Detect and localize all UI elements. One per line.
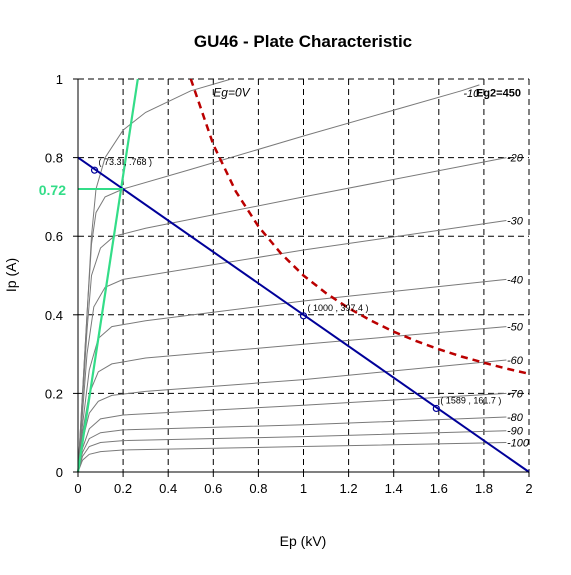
y-axis-label: Ip (A) xyxy=(3,258,19,292)
y-tick-label: 0.6 xyxy=(45,229,63,244)
grid-voltage-curve xyxy=(77,326,507,473)
grid-voltage-label: -80 xyxy=(507,412,524,424)
x-tick-label: 1.4 xyxy=(385,481,403,496)
x-tick-label: 2 xyxy=(525,481,532,496)
chart-title: GU46 - Plate Characteristic xyxy=(194,32,412,51)
load-line xyxy=(77,156,530,473)
grid-voltage-label: -10 xyxy=(463,88,480,100)
y-tick-label: 0.8 xyxy=(45,151,63,166)
x-tick-label: 0.8 xyxy=(249,481,267,496)
operating-point-marker xyxy=(432,404,440,413)
grid-voltage-label: -90 xyxy=(507,426,524,438)
x-tick-label: 0.2 xyxy=(114,481,132,496)
grid-voltage-label: -30 xyxy=(507,215,524,227)
labels-layer: 0.72 ( 73.3 , .768 ) ( 1000 , 397.4 ) ( 158… xyxy=(39,72,533,496)
grid-voltage-label: -20 xyxy=(507,153,524,165)
grid-layer xyxy=(78,78,530,472)
grid-voltage-curve xyxy=(77,442,507,473)
x-tick-label: 1 xyxy=(300,481,307,496)
grid-voltage-curve xyxy=(77,359,507,473)
grid-voltage-label: -40 xyxy=(507,274,524,286)
x-tick-label: 1.8 xyxy=(475,481,493,496)
curves-layer xyxy=(77,78,507,473)
x-tick-label: 0.4 xyxy=(159,481,177,496)
x-tick-label: 1.6 xyxy=(430,481,448,496)
x-axis-label: Ep (kV) xyxy=(280,533,327,549)
grid-voltage-label: -100 xyxy=(507,438,530,450)
operating-point-label: ( 1000 , 397.4 ) xyxy=(308,303,369,313)
grid-voltage-curve xyxy=(77,278,507,473)
operating-point-label: ( 1589 , 161.7 ) xyxy=(440,395,501,405)
grid-voltage-label: -60 xyxy=(507,355,524,367)
screen-grid-label: Eg2=450 xyxy=(476,88,521,100)
x-tick-label: 0.6 xyxy=(204,481,222,496)
grid-voltage-label: -50 xyxy=(507,322,524,334)
grid-voltage-curve xyxy=(77,430,507,473)
operating-point-marker xyxy=(90,166,99,174)
y-tick-label: 0.4 xyxy=(45,308,63,323)
axes-layer xyxy=(73,78,530,477)
highlight-value-label: 0.72 xyxy=(39,182,66,198)
grid-voltage-curve xyxy=(77,157,507,473)
grid-voltage-curve xyxy=(77,220,507,473)
min-voltage-line xyxy=(76,78,139,473)
grid-voltage-label: -70 xyxy=(507,388,524,400)
y-tick-label: 0 xyxy=(56,465,63,480)
x-tick-label: 1.2 xyxy=(340,481,358,496)
x-tick-label: 0 xyxy=(74,481,81,496)
y-tick-label: 0.2 xyxy=(45,386,63,401)
grid-voltage-curve xyxy=(77,416,507,473)
operating-point-label: ( 73.3 , .768 ) xyxy=(99,157,153,167)
y-tick-label: 1 xyxy=(56,72,63,87)
zero-grid-label: Eg=0V xyxy=(213,86,250,100)
operating-point-marker xyxy=(299,312,308,320)
plate-dissipation-curve xyxy=(189,78,530,376)
grid-voltage-curve xyxy=(77,84,480,473)
overlay-layer xyxy=(76,78,530,473)
